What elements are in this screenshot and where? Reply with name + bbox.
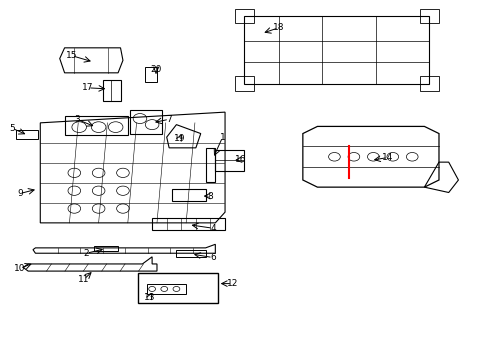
Text: 4: 4 (210, 224, 215, 233)
Text: 17: 17 (82, 83, 94, 92)
Bar (419, 76, 438, 91)
Text: 9: 9 (17, 189, 23, 198)
Text: 8: 8 (207, 192, 213, 201)
Text: 19: 19 (174, 134, 185, 143)
Text: 11: 11 (78, 275, 90, 284)
Text: 12: 12 (226, 279, 238, 288)
Text: 15: 15 (66, 51, 78, 60)
Text: 5: 5 (9, 124, 15, 133)
Bar (137, 273, 217, 303)
Text: 6: 6 (209, 253, 215, 262)
Text: 3: 3 (74, 115, 80, 124)
Text: 7: 7 (166, 115, 172, 124)
Bar (234, 76, 254, 91)
Bar (419, 9, 438, 23)
Text: 16: 16 (234, 155, 246, 164)
Text: 14: 14 (382, 153, 393, 162)
Text: 1: 1 (219, 132, 225, 141)
Text: 18: 18 (272, 23, 284, 32)
Text: 2: 2 (83, 249, 89, 258)
Text: 13: 13 (143, 293, 155, 302)
Bar (234, 9, 254, 23)
Text: 20: 20 (150, 66, 162, 75)
Text: 10: 10 (14, 264, 25, 273)
